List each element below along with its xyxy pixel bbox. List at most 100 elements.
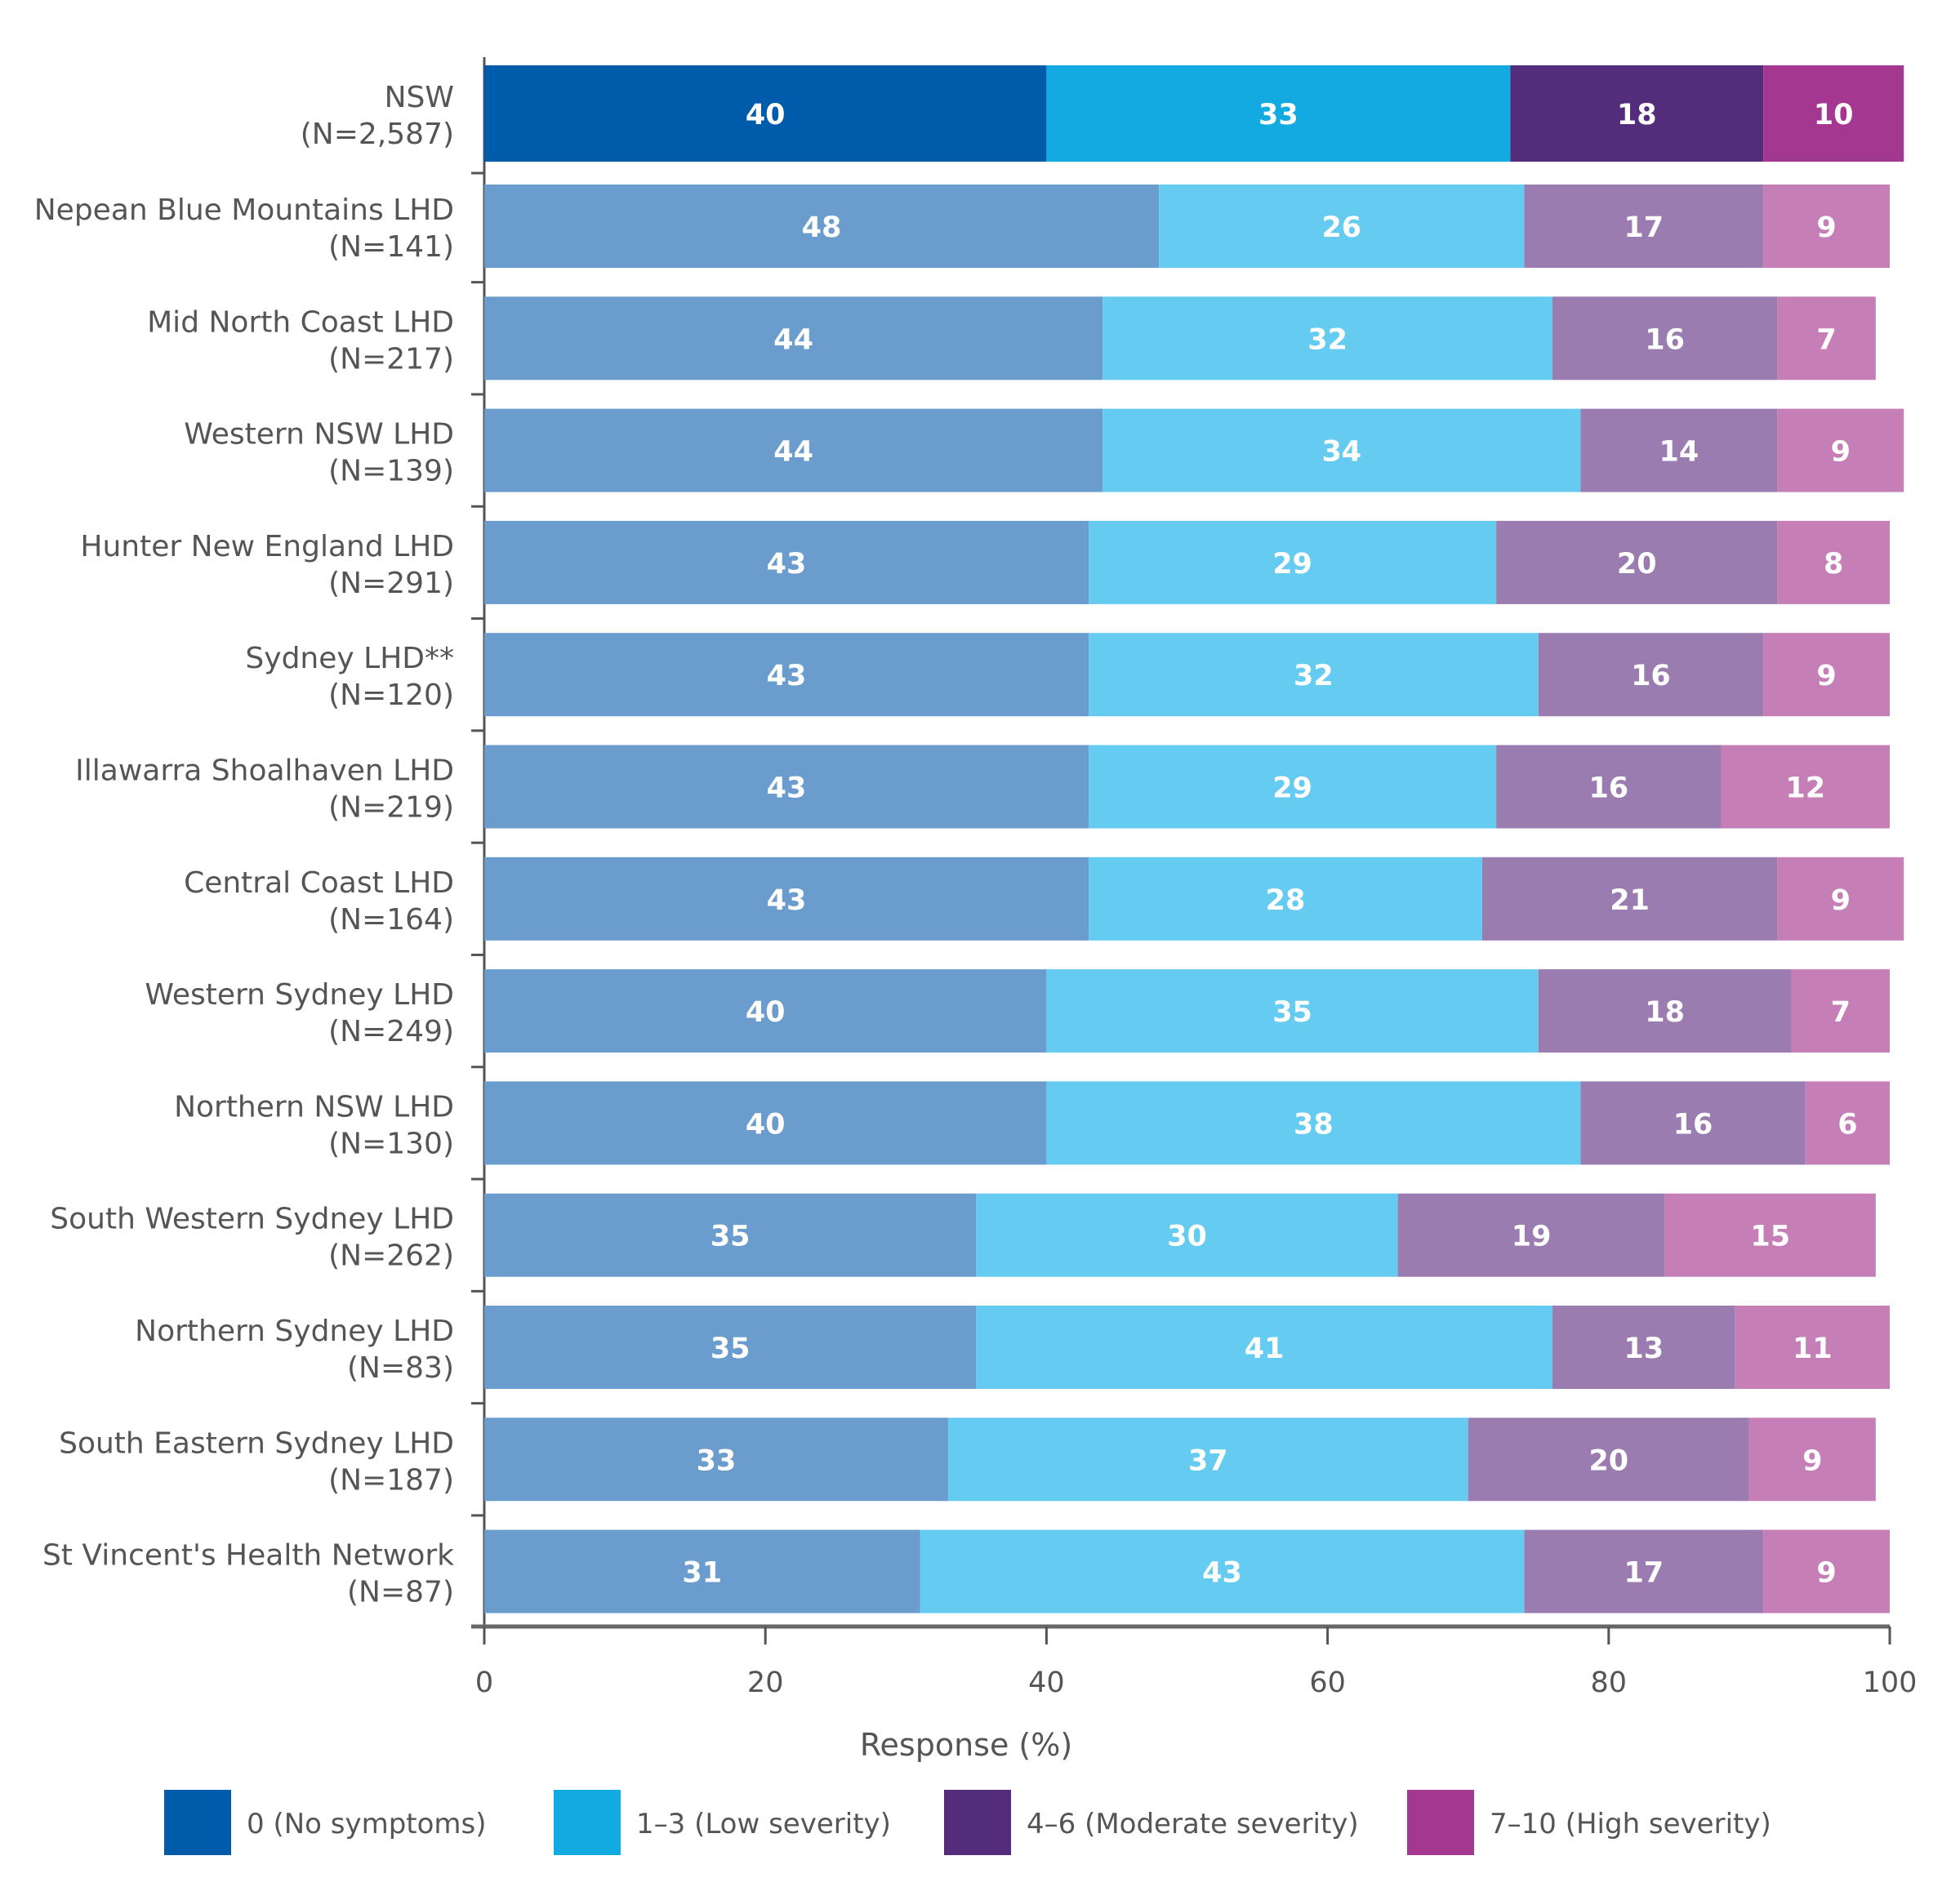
bar-segment	[1791, 969, 1890, 1053]
category-n-label: (N=217)	[328, 342, 454, 376]
data-label: 28	[1266, 884, 1306, 917]
data-label: 26	[1321, 211, 1361, 244]
data-label: 19	[1512, 1221, 1552, 1253]
bar-segment	[484, 65, 1047, 162]
bar-segment	[1102, 296, 1552, 380]
x-axis-title: Response (%)	[860, 1727, 1072, 1763]
bar-segment	[1046, 969, 1539, 1053]
data-label: 9	[1831, 884, 1851, 917]
category-label: NSW	[385, 81, 454, 114]
data-label: 9	[1831, 436, 1851, 469]
data-label: 43	[767, 548, 807, 581]
bar-segment	[1777, 520, 1890, 604]
bar-segment	[1777, 857, 1904, 941]
bar-segment	[1777, 296, 1876, 380]
data-label: 40	[746, 996, 786, 1029]
category-label: Northern Sydney LHD	[135, 1315, 454, 1348]
category-n-label: (N=83)	[347, 1351, 454, 1385]
legend-swatch	[944, 1790, 1011, 1855]
data-label: 6	[1838, 1108, 1857, 1141]
data-label: 15	[1750, 1221, 1790, 1253]
bar-segment	[1102, 408, 1581, 492]
data-label: 20	[1588, 1444, 1628, 1477]
bar-segment	[484, 185, 1160, 268]
category-label: Sydney LHD**	[245, 642, 454, 675]
bar-segment	[976, 1193, 1398, 1277]
bar-segment	[1763, 633, 1890, 717]
data-label: 17	[1624, 1557, 1664, 1590]
category-n-label: (N=291)	[328, 567, 454, 600]
category-n-label: (N=2,587)	[301, 118, 454, 151]
x-tick-label: 100	[1863, 1667, 1918, 1699]
bar-segment	[1524, 185, 1764, 268]
bar-segment	[1580, 1081, 1806, 1165]
legend-swatch	[1407, 1790, 1474, 1855]
data-label: 17	[1624, 211, 1664, 244]
bar-segment	[1089, 520, 1497, 604]
bar-segment	[1538, 969, 1792, 1053]
category-n-label: (N=249)	[328, 1015, 454, 1048]
bar-segment	[1481, 857, 1778, 941]
data-label: 35	[710, 1221, 751, 1253]
bar-segment	[484, 1417, 948, 1502]
bar-segment	[1763, 1529, 1890, 1613]
data-label: 33	[1258, 99, 1298, 131]
data-label: 33	[697, 1444, 737, 1477]
bar-segment	[1089, 633, 1539, 717]
data-label: 9	[1816, 660, 1836, 692]
data-label: 32	[1294, 660, 1334, 692]
data-label: 10	[1814, 99, 1854, 131]
bar-segment	[1580, 408, 1778, 492]
bar-segment	[1777, 408, 1904, 492]
data-label: 29	[1272, 548, 1312, 581]
category-n-label: (N=139)	[328, 455, 454, 488]
data-label: 32	[1307, 323, 1348, 356]
legend-swatch	[164, 1790, 231, 1855]
category-label: Western Sydney LHD	[145, 978, 454, 1012]
bar-segment	[1721, 745, 1890, 829]
category-n-label: (N=87)	[347, 1576, 454, 1609]
legend-label: 0 (No symptoms)	[247, 1808, 487, 1840]
data-label: 18	[1645, 996, 1685, 1029]
category-label: South Western Sydney LHD	[50, 1203, 454, 1236]
bar-segment	[484, 408, 1103, 492]
bar-segment	[484, 1306, 977, 1389]
bar-segment	[1089, 857, 1482, 941]
data-label: 43	[1202, 1557, 1242, 1590]
category-label: Northern NSW LHD	[174, 1090, 454, 1124]
category-label: Mid North Coast LHD	[147, 305, 454, 339]
data-label: 44	[773, 436, 813, 469]
bar-segment	[1496, 520, 1778, 604]
data-label: 18	[1617, 99, 1657, 131]
category-label: Central Coast LHD	[184, 866, 454, 900]
category-label: Western NSW LHD	[184, 418, 454, 452]
bar-segment	[1763, 185, 1890, 268]
bar-segment	[484, 296, 1103, 380]
data-label: 34	[1321, 436, 1361, 469]
data-label: 38	[1294, 1108, 1334, 1141]
bar-segment	[484, 969, 1047, 1053]
category-label: Hunter New England LHD	[80, 530, 454, 563]
bar-segment	[484, 745, 1089, 829]
category-label: Nepean Blue Mountains LHD	[34, 194, 454, 227]
legend-label: 4–6 (Moderate severity)	[1027, 1808, 1359, 1840]
x-tick-label: 20	[747, 1667, 784, 1699]
data-label: 30	[1167, 1221, 1207, 1253]
category-label: Illawarra Shoalhaven LHD	[75, 754, 454, 788]
category-label: South Eastern Sydney LHD	[59, 1426, 454, 1460]
bar-segment	[1735, 1306, 1890, 1389]
data-label: 41	[1245, 1333, 1285, 1365]
bar-segment	[1397, 1193, 1665, 1277]
data-label: 40	[746, 1108, 786, 1141]
bar-segment	[484, 857, 1089, 941]
bar-segment	[1159, 185, 1525, 268]
bar-segment	[1046, 65, 1511, 162]
category-n-label: (N=187)	[328, 1463, 454, 1497]
data-label: 31	[682, 1557, 722, 1590]
bar-segment	[1046, 1081, 1581, 1165]
bar-segment	[1538, 633, 1764, 717]
data-label: 9	[1816, 1557, 1836, 1590]
data-label: 43	[767, 660, 807, 692]
data-label: 29	[1272, 772, 1312, 805]
bar-segment	[1510, 65, 1764, 162]
